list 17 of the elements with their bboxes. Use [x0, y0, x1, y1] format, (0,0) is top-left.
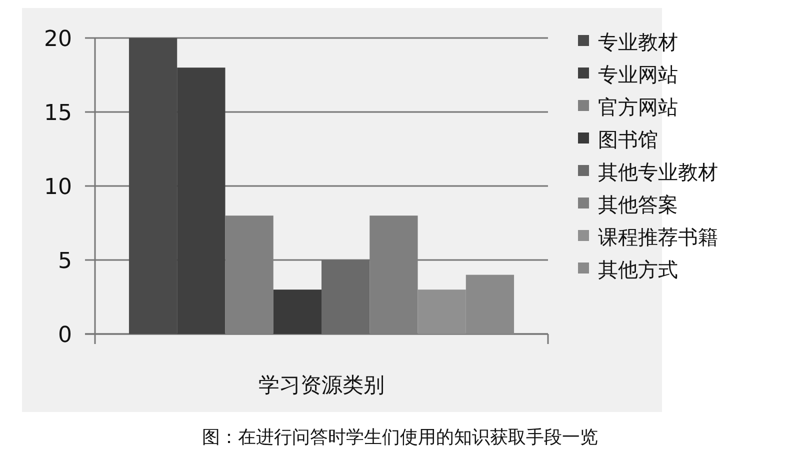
x-tick-label: 学习资源类别: [258, 373, 384, 397]
legend-label: 专业网站: [598, 62, 678, 86]
legend-label: 图书馆: [598, 128, 658, 152]
legend-label: 专业教材: [598, 30, 678, 54]
y-tick-label: 15: [44, 101, 72, 126]
legend-label: 其他专业教材: [598, 160, 718, 184]
y-tick-label: 0: [58, 323, 72, 348]
y-tick-label: 5: [58, 249, 72, 274]
y-tick-label: 20: [44, 27, 72, 52]
bar: [273, 290, 322, 334]
legend-label: 课程推荐书籍: [598, 225, 718, 249]
bar: [322, 260, 370, 334]
legend-label: 其他答案: [598, 192, 678, 216]
text: 图：在进行问答时学生们使用的知识获取手段一览: [202, 427, 598, 448]
legend-label: 其他方式: [598, 258, 678, 282]
legend-label: 官方网站: [598, 95, 678, 119]
y-tick-label: 10: [44, 175, 72, 200]
